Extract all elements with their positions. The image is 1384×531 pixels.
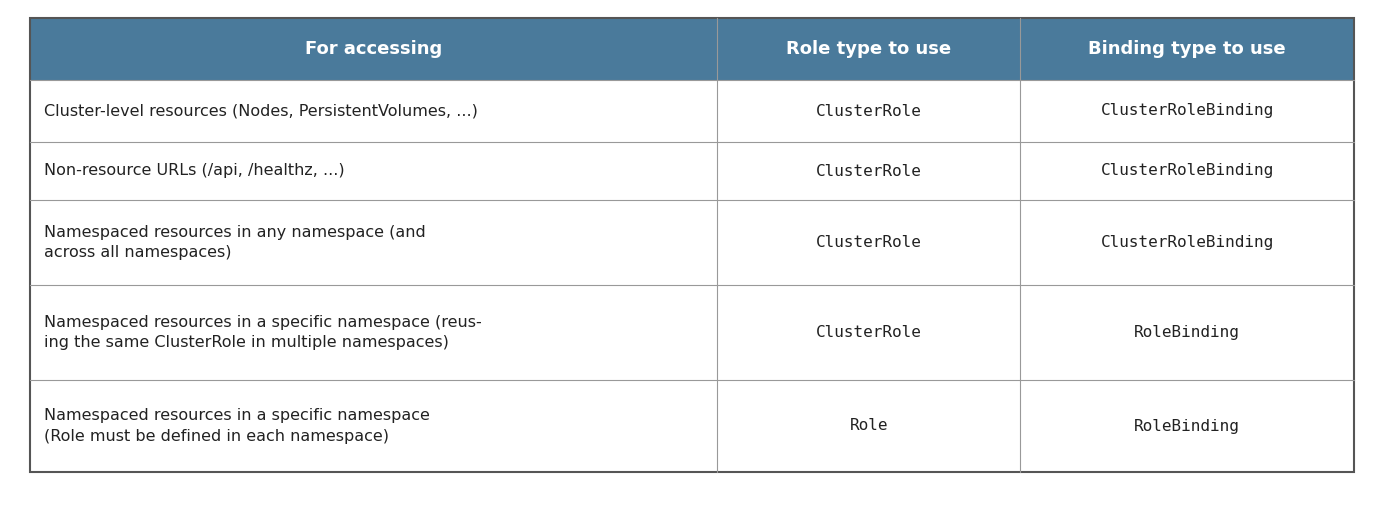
Bar — [30, 18, 1354, 80]
Text: RoleBinding: RoleBinding — [1135, 418, 1240, 433]
Bar — [30, 285, 1354, 380]
Text: Non-resource URLs (/api, /healthz, ...): Non-resource URLs (/api, /healthz, ...) — [44, 164, 345, 178]
Text: Cluster-level resources (Nodes, PersistentVolumes, ...): Cluster-level resources (Nodes, Persiste… — [44, 104, 477, 118]
Text: Namespaced resources in a specific namespace (reus-
ing the same ClusterRole in : Namespaced resources in a specific names… — [44, 314, 482, 350]
Text: Namespaced resources in a specific namespace
(Role must be defined in each names: Namespaced resources in a specific names… — [44, 408, 430, 444]
Text: Binding type to use: Binding type to use — [1088, 40, 1286, 58]
Text: For accessing: For accessing — [304, 40, 443, 58]
Text: ClusterRole: ClusterRole — [815, 164, 922, 178]
Text: RoleBinding: RoleBinding — [1135, 325, 1240, 340]
Bar — [30, 200, 1354, 285]
Text: ClusterRoleBinding: ClusterRoleBinding — [1100, 104, 1273, 118]
Text: Role: Role — [850, 418, 889, 433]
Text: ClusterRole: ClusterRole — [815, 104, 922, 118]
Text: ClusterRoleBinding: ClusterRoleBinding — [1100, 235, 1273, 250]
Text: ClusterRole: ClusterRole — [815, 235, 922, 250]
Bar — [30, 18, 1354, 472]
Bar — [30, 142, 1354, 200]
Text: ClusterRole: ClusterRole — [815, 325, 922, 340]
Text: ClusterRoleBinding: ClusterRoleBinding — [1100, 164, 1273, 178]
Bar — [30, 80, 1354, 142]
Text: Role type to use: Role type to use — [786, 40, 951, 58]
Text: Namespaced resources in any namespace (and
across all namespaces): Namespaced resources in any namespace (a… — [44, 225, 426, 261]
Bar — [30, 380, 1354, 472]
